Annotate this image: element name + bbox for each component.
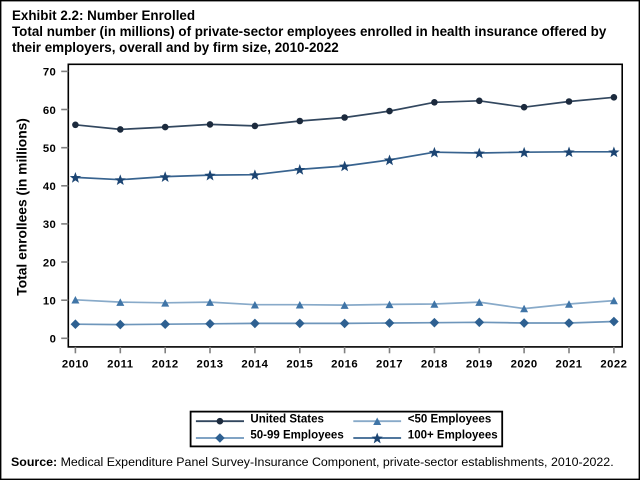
svg-text:2017: 2017 <box>376 359 403 371</box>
svg-text:2015: 2015 <box>286 359 313 371</box>
svg-text:60: 60 <box>43 105 56 117</box>
svg-text:2019: 2019 <box>466 359 493 371</box>
svg-text:Total enrollees (in millions): Total enrollees (in millions) <box>15 118 30 296</box>
svg-text:Exhibit 2.2: Number Enrolled: Exhibit 2.2: Number Enrolled <box>12 8 195 23</box>
svg-text:40: 40 <box>43 181 56 193</box>
svg-text:<50 Employees: <50 Employees <box>408 414 491 426</box>
svg-text:Total number (in millions) of: Total number (in millions) of private-se… <box>12 24 607 39</box>
svg-text:0: 0 <box>50 334 57 346</box>
svg-text:2013: 2013 <box>197 359 224 371</box>
svg-text:2010: 2010 <box>62 359 89 371</box>
svg-text:2012: 2012 <box>152 359 179 371</box>
svg-text:2018: 2018 <box>421 359 448 371</box>
svg-text:30: 30 <box>43 219 56 231</box>
svg-text:20: 20 <box>43 257 56 269</box>
svg-text:their employers, overall and b: their employers, overall and by firm siz… <box>12 40 339 55</box>
svg-text:2022: 2022 <box>600 359 627 371</box>
svg-text:100+ Employees: 100+ Employees <box>408 430 498 442</box>
svg-text:Source: Medical Expenditure Pa: Source: Medical Expenditure Panel Survey… <box>11 455 614 469</box>
svg-text:50: 50 <box>43 143 56 155</box>
svg-text:2011: 2011 <box>107 359 133 371</box>
svg-text:10: 10 <box>43 296 56 308</box>
svg-text:2016: 2016 <box>331 359 358 371</box>
svg-text:2020: 2020 <box>511 359 538 371</box>
svg-text:70: 70 <box>43 67 56 79</box>
svg-text:50-99 Employees: 50-99 Employees <box>250 430 343 442</box>
svg-text:United States: United States <box>250 414 324 426</box>
svg-text:2014: 2014 <box>241 359 268 371</box>
svg-text:2021: 2021 <box>556 359 583 371</box>
